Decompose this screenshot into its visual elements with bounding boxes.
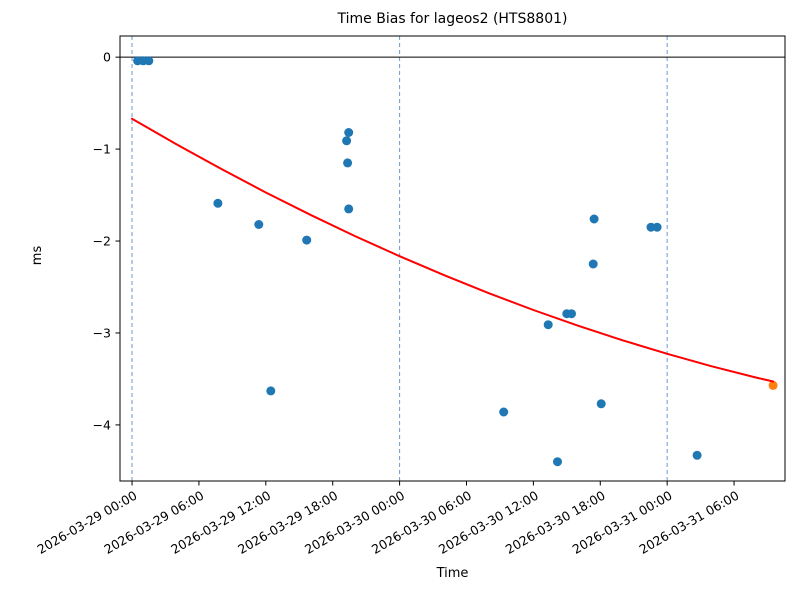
data-point — [499, 407, 509, 417]
data-point — [652, 222, 662, 232]
data-point — [596, 399, 606, 409]
data-point — [144, 56, 154, 66]
data-point — [589, 214, 599, 224]
y-tick-label: 0 — [103, 50, 111, 65]
data-point — [254, 220, 264, 229]
y-tick-label: −4 — [93, 417, 111, 432]
y-tick-label: −3 — [93, 325, 111, 340]
data-point — [344, 204, 354, 214]
y-tick-label: −1 — [93, 142, 111, 157]
trend-fit-curve — [131, 117, 775, 383]
data-point — [588, 259, 598, 269]
data-point — [553, 457, 562, 467]
data-point — [213, 198, 223, 208]
chart-title: Time Bias for lageos2 (HTS8801) — [337, 11, 568, 27]
y-tick-label: −2 — [93, 234, 111, 249]
data-point — [567, 309, 576, 319]
data-point — [692, 450, 702, 460]
data-point — [302, 235, 312, 245]
plot-border — [119, 35, 786, 482]
highlight-data-point — [768, 380, 778, 390]
data-point — [342, 136, 352, 146]
data-point — [343, 158, 353, 168]
data-point — [543, 320, 553, 330]
data-point — [266, 386, 276, 396]
data-point — [344, 128, 354, 137]
x-axis-label: Time — [436, 566, 469, 581]
